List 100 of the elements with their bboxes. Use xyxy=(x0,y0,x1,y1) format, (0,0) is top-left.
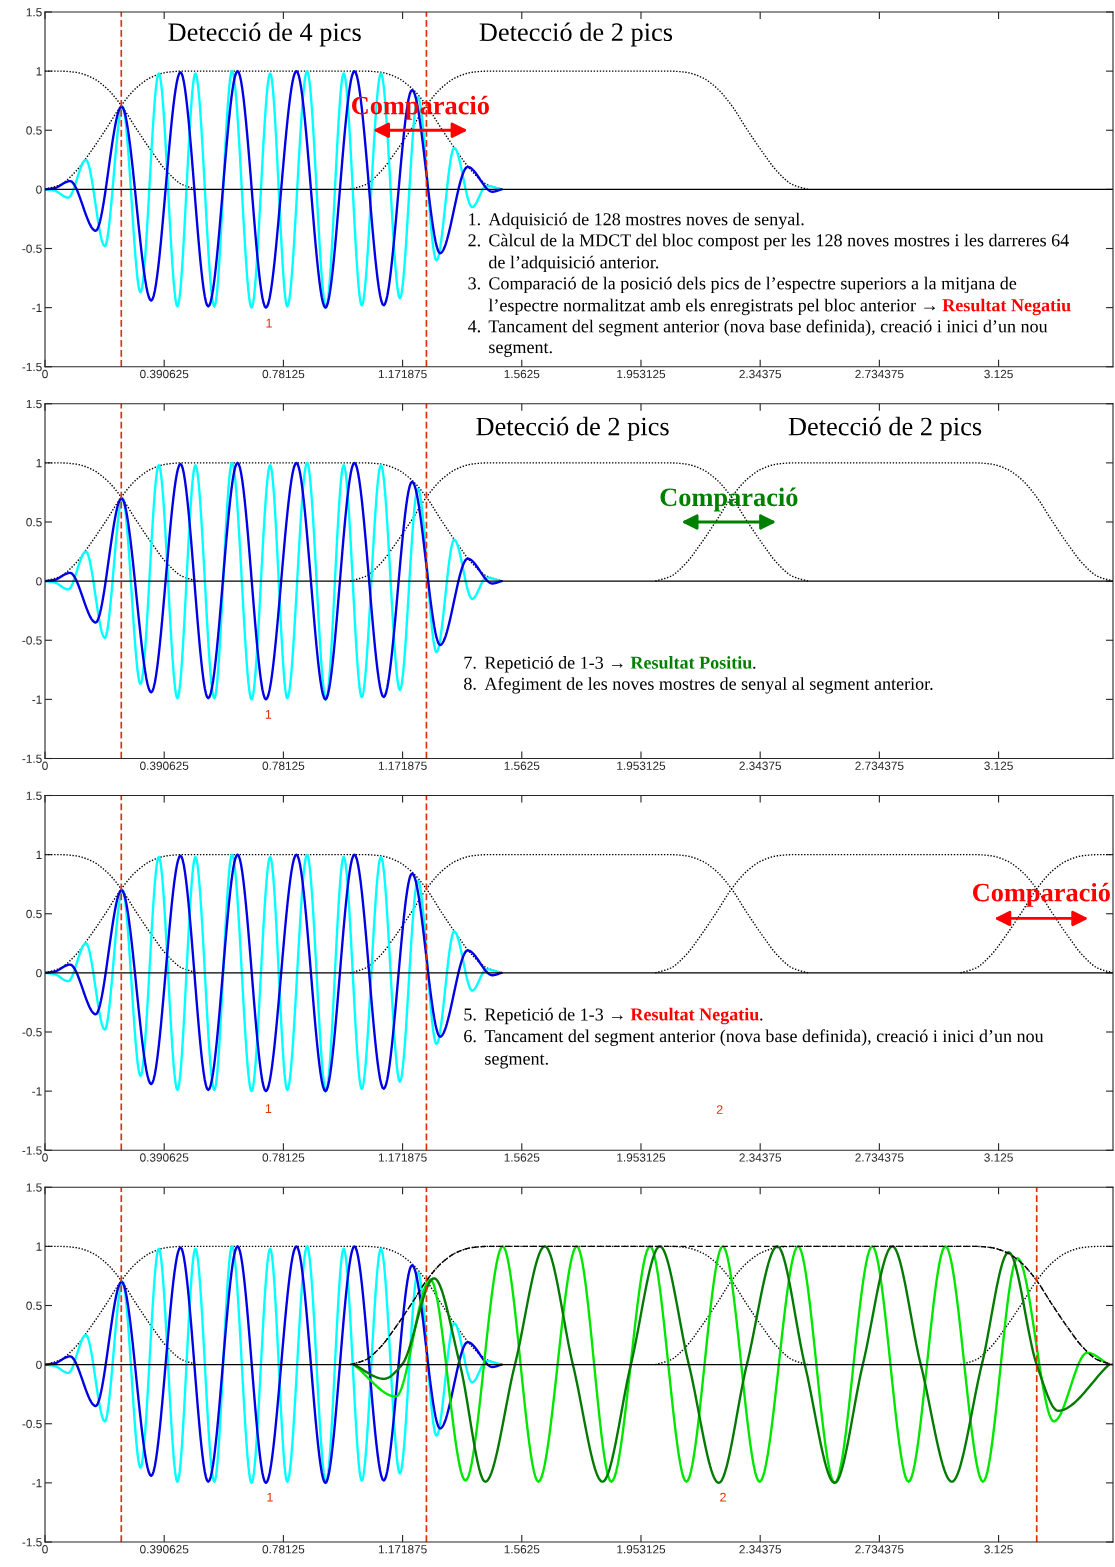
y-tick-label: 1 xyxy=(36,850,42,859)
y-tick-label: 0 xyxy=(36,1360,42,1370)
y-tick-label: -0.5 xyxy=(22,244,42,253)
annotation: 5. xyxy=(464,1008,476,1021)
annotation: Comparació xyxy=(972,882,1110,907)
annotation: segment. xyxy=(485,1054,548,1069)
annotation: 2. xyxy=(468,234,480,247)
x-tick-label: 0 xyxy=(42,761,48,770)
y-tick-label: -0.5 xyxy=(22,1419,42,1429)
x-tick-label: 2.734375 xyxy=(855,1153,904,1162)
x-tick-label: 0.78125 xyxy=(262,761,305,770)
y-tick-label: -1.5 xyxy=(22,362,42,372)
annotation: Adquisició de 128 mostres noves de senyal. xyxy=(488,212,804,230)
x-tick-label: 2.34375 xyxy=(739,1153,782,1162)
y-tick-label: 0 xyxy=(36,968,42,978)
x-tick-label: 2.734375 xyxy=(855,369,904,379)
annotation: 1 xyxy=(265,1104,272,1113)
x-tick-label: 2.734375 xyxy=(855,1545,904,1554)
x-tick-label: 0 xyxy=(42,1545,48,1554)
x-tick-label: 1.953125 xyxy=(617,761,666,770)
annotation: Afegiment de les noves mostres de senyal al segment anterior. xyxy=(484,677,933,694)
x-tick-label: 2.34375 xyxy=(739,761,782,770)
annotation: 1 xyxy=(267,1492,273,1502)
annotation: . xyxy=(760,1018,763,1021)
x-tick-label: 1.171875 xyxy=(378,1153,427,1162)
x-tick-label: 1.5625 xyxy=(504,369,540,379)
x-tick-label: 0.390625 xyxy=(140,1153,189,1162)
annotation: 2 xyxy=(716,1105,723,1114)
x-tick-label: 3.125 xyxy=(984,1545,1013,1554)
y-tick-label: -0.5 xyxy=(22,636,42,645)
annotation: 1 xyxy=(266,318,272,328)
annotation: 1 xyxy=(265,710,272,719)
x-tick-label: 2.734375 xyxy=(855,761,904,770)
annotation: Comparació xyxy=(660,487,798,512)
x-tick-label: 0 xyxy=(42,1153,48,1162)
annotation: 3. xyxy=(468,277,480,290)
x-tick-label: 0.390625 xyxy=(140,761,189,770)
x-tick-label: 0.390625 xyxy=(140,1545,189,1554)
y-tick-label: 1 xyxy=(36,67,42,76)
y-tick-label: -1.5 xyxy=(22,754,42,763)
y-tick-label: 1 xyxy=(36,459,42,468)
y-tick-label: 0.5 xyxy=(26,518,42,527)
annotation: Tancament del segment anterior (nova base definida), creació i inici d’un nou xyxy=(484,1029,1044,1046)
x-tick-label: 3.125 xyxy=(984,1153,1013,1162)
x-tick-label: 1.171875 xyxy=(378,1545,427,1554)
y-tick-label: 0.5 xyxy=(26,126,42,135)
y-tick-label: 1.5 xyxy=(26,1183,42,1192)
x-tick-label: 1.171875 xyxy=(378,369,427,379)
annotation: . xyxy=(753,666,756,669)
y-tick-label: -1 xyxy=(32,695,42,704)
y-tick-label: -1 xyxy=(32,1479,42,1488)
y-tick-label: 0 xyxy=(36,185,42,194)
y-tick-label: 1.5 xyxy=(26,791,42,800)
y-tick-label: 0.5 xyxy=(26,909,42,919)
x-tick-label: 1.5625 xyxy=(504,1153,540,1162)
x-tick-label: 3.125 xyxy=(984,761,1013,770)
y-tick-label: -1.5 xyxy=(22,1146,42,1155)
x-tick-label: 1.953125 xyxy=(617,1153,666,1162)
annotation: Detecció de 4 pics xyxy=(168,22,361,47)
x-tick-label: 1.953125 xyxy=(617,369,666,379)
x-tick-label: 1.5625 xyxy=(504,1545,540,1554)
x-tick-label: 0.78125 xyxy=(262,1153,305,1162)
y-tick-label: -1 xyxy=(32,303,42,312)
annotation: 4. xyxy=(467,320,480,333)
x-tick-label: 0.78125 xyxy=(262,1545,305,1554)
annotation: Càlcul de la MDCT del bloc compost per les 128 noves mostres i les darreres 64 xyxy=(489,233,1069,251)
y-tick-label: 1.5 xyxy=(26,8,42,17)
y-tick-label: -1.5 xyxy=(22,1538,42,1547)
x-tick-label: 1.5625 xyxy=(504,761,540,770)
annotation: Tancament del segment anterior (nova base definida), creació i inici d’un nou xyxy=(488,319,1048,337)
x-tick-label: 1.953125 xyxy=(617,1545,666,1554)
annotation: 6. xyxy=(464,1030,476,1043)
y-tick-label: 0.5 xyxy=(26,1301,42,1310)
annotation: l’espectre normalitzat amb els enregistrats pel bloc anterior → xyxy=(488,298,935,316)
annotation: 1. xyxy=(469,213,480,226)
annotation: 8. xyxy=(464,677,476,690)
annotation: Resultat Negatiu xyxy=(942,298,1071,316)
x-tick-label: 0.390625 xyxy=(140,369,189,379)
x-tick-label: 1.171875 xyxy=(378,761,427,770)
annotation: Detecció de 2 pics xyxy=(476,416,669,441)
y-tick-label: 0 xyxy=(36,577,42,586)
y-tick-label: 1 xyxy=(36,1242,42,1251)
y-tick-label: -0.5 xyxy=(22,1028,42,1037)
annotation: 2 xyxy=(720,1492,726,1502)
annotation: de l’adquisició anterior. xyxy=(489,255,659,273)
annotation: Resultat Positiu xyxy=(630,656,752,669)
y-tick-label: -1 xyxy=(32,1087,42,1096)
annotation: segment. xyxy=(489,342,552,357)
y-tick-label: 1.5 xyxy=(26,399,42,409)
annotation: Repetició de 1-3 → xyxy=(484,656,623,673)
x-tick-label: 3.125 xyxy=(984,369,1013,379)
annotation: Detecció de 2 pics xyxy=(788,416,982,441)
annotation: 7. xyxy=(464,656,476,669)
x-tick-label: 2.34375 xyxy=(739,1545,782,1554)
annotation: Resultat Negatiu xyxy=(630,1007,759,1025)
annotation: Comparació de la posició dels pics de l’espectre superiors a la mitjana de xyxy=(489,276,1017,294)
annotation: Repetició de 1-3 → xyxy=(484,1007,623,1025)
x-tick-label: 2.34375 xyxy=(739,369,782,379)
x-tick-label: 0.78125 xyxy=(262,369,305,379)
annotation: Detecció de 2 pics xyxy=(479,22,673,47)
